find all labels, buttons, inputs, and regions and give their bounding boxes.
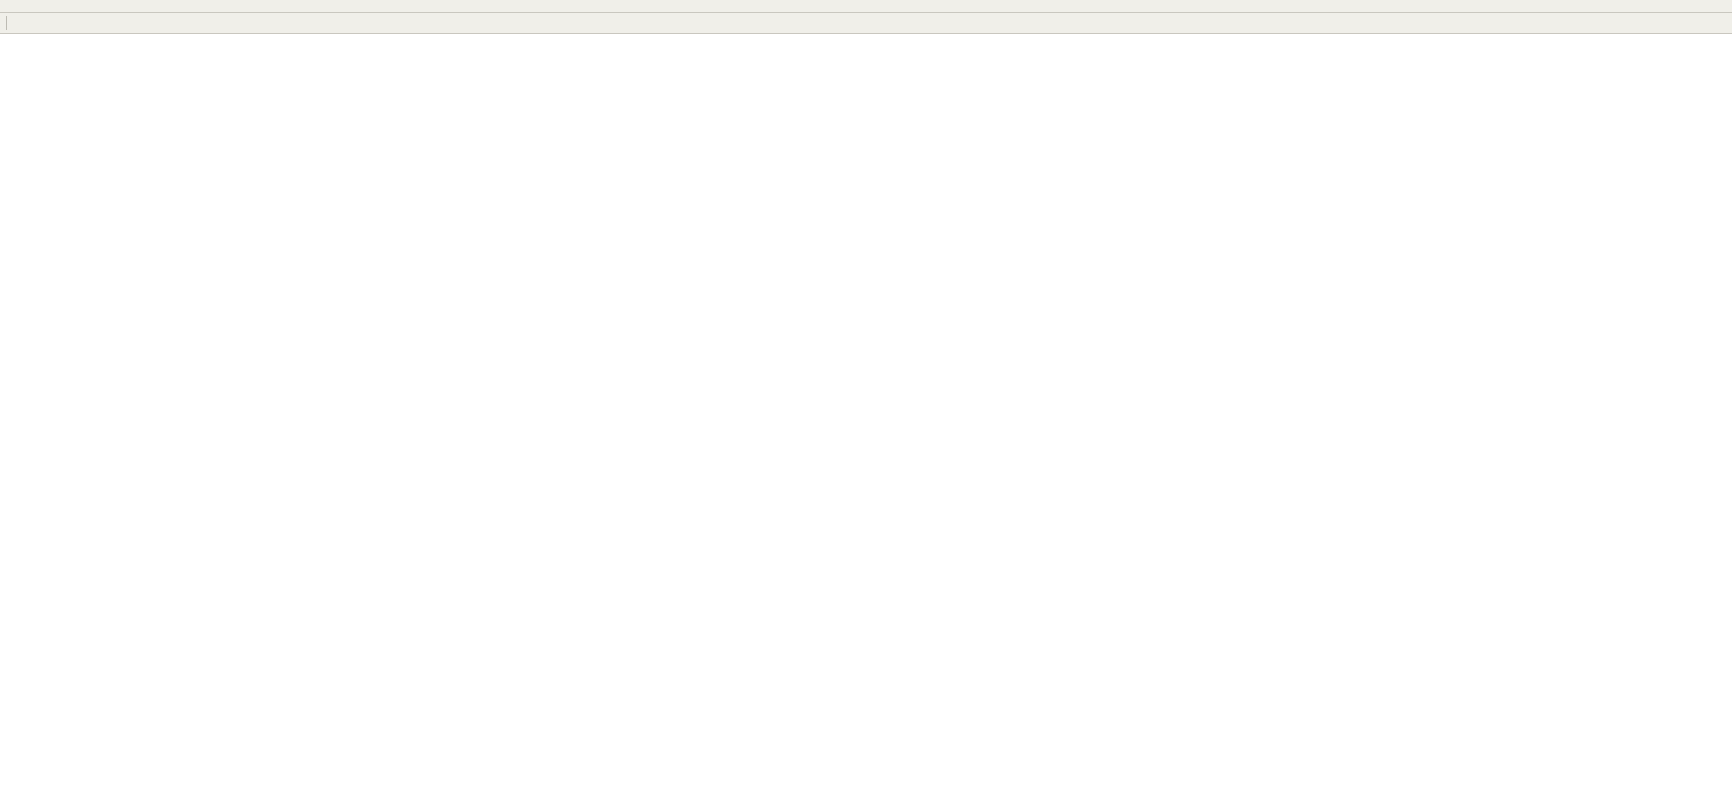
toolbar-separator	[6, 16, 7, 30]
symbol-ohlc-label	[8, 44, 11, 58]
toolbar-row-1	[0, 0, 1732, 13]
toolbar-row-2	[0, 13, 1732, 34]
